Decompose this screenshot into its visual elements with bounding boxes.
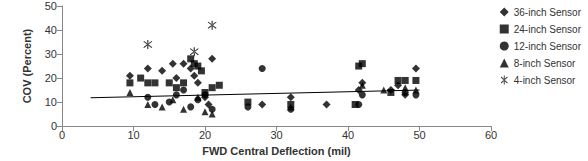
- svg-text:40: 40: [45, 24, 57, 36]
- svg-text:10: 10: [127, 129, 139, 141]
- svg-text:10: 10: [45, 96, 57, 108]
- svg-text:24-inch Sensor: 24-inch Sensor: [514, 24, 582, 35]
- svg-text:0: 0: [51, 120, 57, 132]
- svg-text:50: 50: [45, 0, 57, 12]
- svg-text:12-inch Sensor: 12-inch Sensor: [514, 41, 582, 52]
- svg-text:FWD Central Deflection (mil): FWD Central Deflection (mil): [202, 145, 351, 157]
- svg-text:COV (Percent): COV (Percent): [21, 28, 33, 103]
- svg-text:50: 50: [413, 129, 425, 141]
- svg-text:36-inch Sensor: 36-inch Sensor: [514, 7, 582, 18]
- svg-text:20: 20: [45, 72, 57, 84]
- svg-text:30: 30: [45, 48, 57, 60]
- svg-text:30: 30: [270, 129, 282, 141]
- svg-text:60: 60: [485, 129, 497, 141]
- svg-text:8-inch Sensor: 8-inch Sensor: [514, 58, 576, 69]
- svg-text:0: 0: [59, 129, 65, 141]
- svg-text:20: 20: [199, 129, 211, 141]
- svg-text:4-inch Sensor: 4-inch Sensor: [514, 75, 576, 86]
- svg-text:40: 40: [342, 129, 354, 141]
